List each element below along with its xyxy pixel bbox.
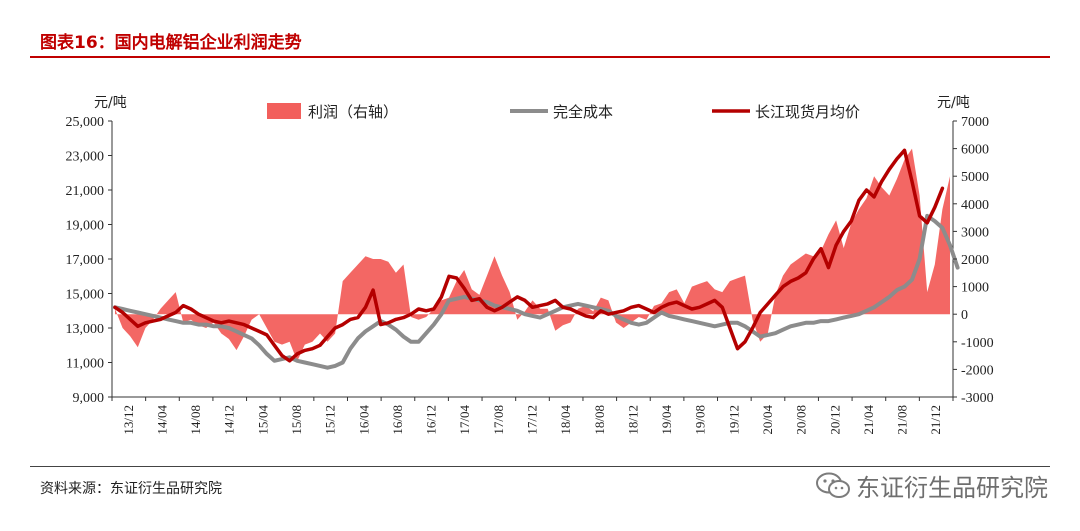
profit-area	[115, 148, 950, 362]
x-tick-label: 21/12	[928, 405, 943, 435]
y-right-unit: 元/吨	[937, 95, 970, 111]
x-tick-label: 15/08	[289, 405, 304, 435]
cost-line	[113, 213, 960, 370]
y-right-tick-label: 0	[961, 308, 968, 323]
y-right-tick-label: -3000	[961, 391, 994, 406]
x-tick-label: 15/04	[255, 405, 270, 435]
x-tick-label: 21/04	[861, 405, 876, 435]
y-left-tick-label: 13,000	[66, 322, 105, 337]
x-tick-label: 13/12	[121, 405, 136, 435]
y-right-tick-label: 4000	[961, 198, 989, 213]
y-left-tick-label: 21,000	[66, 184, 105, 199]
y-left-tick-label: 23,000	[66, 150, 105, 165]
x-tick-label: 17/08	[491, 405, 506, 435]
y-left-tick-label: 17,000	[66, 253, 105, 268]
x-tick-label: 14/04	[154, 405, 169, 435]
y-right-tick-label: 7000	[961, 115, 989, 130]
legend-label-price: 长江现货月均价	[755, 103, 860, 121]
legend-label-profit: 利润（右轴）	[308, 103, 398, 121]
x-tick-label: 14/12	[222, 405, 237, 435]
cost-line-layer	[113, 213, 960, 370]
y-left-unit: 元/吨	[94, 95, 127, 111]
y-left-tick-label: 15,000	[66, 288, 105, 303]
title-rule	[30, 56, 1050, 58]
y-left-tick-label: 11,000	[66, 357, 104, 372]
x-tick-label: 20/08	[794, 405, 809, 435]
footer-rule	[30, 466, 1050, 467]
y-right-tick-label: 3000	[961, 225, 989, 240]
legend-swatch-profit	[267, 103, 301, 119]
legend-label-cost: 完全成本	[553, 103, 613, 121]
x-tick-label: 17/04	[457, 405, 472, 435]
profit-area-layer	[115, 148, 950, 362]
x-tick-label: 20/12	[827, 405, 842, 435]
x-tick-label: 15/12	[323, 405, 338, 435]
y-left-tick-label: 19,000	[66, 219, 105, 234]
y-right-tick-label: 6000	[961, 143, 989, 158]
legend: 利润（右轴） 完全成本 长江现货月均价	[267, 103, 860, 121]
x-tick-label: 18/04	[558, 405, 573, 435]
y-right-tick-label: 1000	[961, 281, 989, 296]
x-tick-label: 16/12	[424, 405, 439, 435]
x-tick-label: 19/04	[659, 405, 674, 435]
x-tick-label: 16/04	[356, 405, 371, 435]
watermark-text: 东证衍生品研究院	[856, 474, 1048, 502]
x-tick-label: 17/12	[525, 405, 540, 435]
x-tick-label: 14/08	[188, 405, 203, 435]
y-left-tick-label: 9,000	[73, 391, 105, 406]
y-right-tick-label: 2000	[961, 253, 989, 268]
wechat-icon	[816, 472, 850, 498]
source-note: 资料来源：东证衍生品研究院	[40, 481, 222, 497]
y-right-tick-label: -2000	[961, 363, 994, 378]
y-right-tick-label: 5000	[961, 170, 989, 185]
x-tick-label: 16/08	[390, 405, 405, 435]
price-line-layer	[113, 148, 945, 363]
x-tick-label: 19/12	[726, 405, 741, 435]
y-right-tick-label: -1000	[961, 336, 994, 351]
x-tick-label: 19/08	[693, 405, 708, 435]
y-left-tick-label: 25,000	[66, 115, 105, 130]
x-tick-label: 18/08	[592, 405, 607, 435]
x-tick-label: 18/12	[625, 405, 640, 435]
x-tick-label: 21/08	[895, 405, 910, 435]
axis-ticks-layer: 9,000 11,000 13,000 15,000 17,000 19,000 21,00…	[66, 95, 994, 435]
price-line	[113, 148, 945, 363]
x-tick-label: 20/04	[760, 405, 775, 435]
chart-title: 图表16：国内电解铝企业利润走势	[40, 33, 302, 53]
watermark: 东证衍生品研究院	[816, 468, 1048, 503]
